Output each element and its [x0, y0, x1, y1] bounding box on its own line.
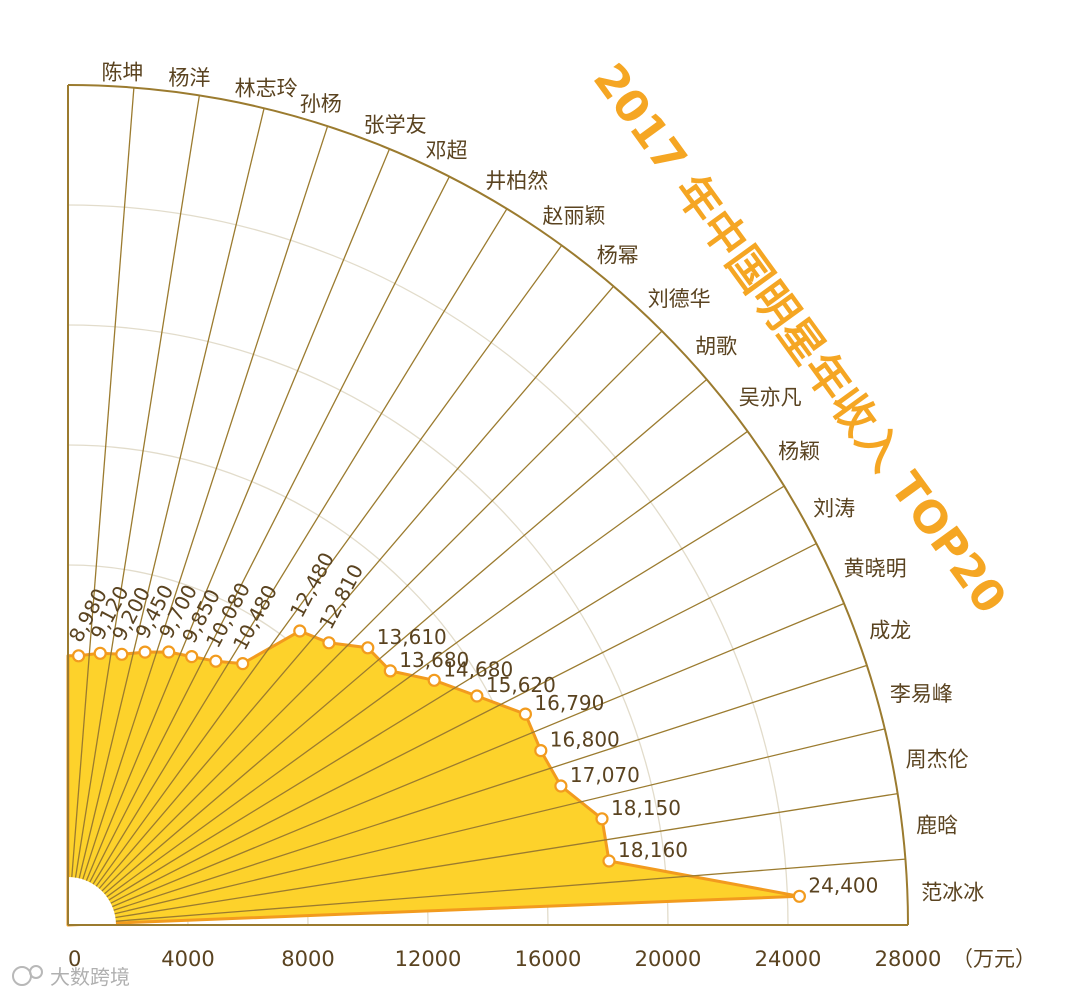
tick-label: 12000	[395, 947, 462, 971]
category-label: 鹿晗	[916, 814, 958, 838]
data-point	[138, 645, 152, 659]
data-point	[534, 743, 548, 758]
category-label: 林志玲	[235, 76, 298, 100]
sector-spoke	[110, 543, 817, 904]
sector-spoke	[71, 87, 135, 878]
tick-label: 4000	[161, 947, 214, 971]
data-point	[595, 812, 609, 826]
value-label: 18,150	[611, 796, 681, 820]
value-label: 24,400	[808, 873, 878, 897]
sector-spoke	[85, 148, 391, 881]
value-label: 15,620	[486, 673, 556, 697]
category-label: 成龙	[869, 618, 911, 642]
data-point	[162, 645, 176, 659]
data-point	[322, 636, 336, 650]
value-label: 14,680	[443, 657, 513, 681]
data-point	[470, 689, 484, 703]
sector-spoke	[112, 602, 845, 908]
value-label: 16,800	[550, 728, 620, 752]
tick-label: 20000	[635, 947, 702, 971]
unit-label: （万元）	[952, 947, 1036, 971]
data-point	[185, 649, 199, 664]
tick-label: 24000	[755, 947, 822, 971]
data-point	[293, 624, 307, 638]
data-point	[602, 854, 616, 868]
category-label: 黄晓明	[844, 557, 907, 581]
sector-spoke	[78, 108, 265, 879]
category-label: 孙杨	[300, 92, 342, 116]
sector-spoke	[113, 664, 868, 911]
category-label: 杨颖	[778, 440, 820, 464]
category-label: 邓超	[426, 138, 468, 162]
category-labels: 陈坤 杨洋 林志玲孙杨张学友邓超井柏然赵丽颖杨幂刘德华胡歌吴亦凡杨颖刘涛黄晓明成龙李…	[102, 61, 985, 905]
axis-lines	[67, 84, 909, 926]
sector-spoke	[114, 728, 885, 915]
sector-spoke	[98, 285, 614, 889]
sector-spoke	[74, 95, 201, 878]
category-label: 吴亦凡	[739, 385, 802, 409]
center-hole	[68, 877, 116, 925]
category-label: 杨幂	[597, 243, 639, 267]
radial-tick-labels: 0 4000 8000 12000 16000 20000 24000 28000	[68, 947, 941, 971]
data-point	[518, 707, 533, 721]
sector-spoke	[104, 379, 708, 895]
tick-label: 0	[68, 947, 81, 971]
value-label: 18,160	[618, 838, 688, 862]
data-point	[93, 646, 107, 660]
watermark: 大数跨境	[12, 965, 130, 989]
category-label: 刘涛	[813, 497, 855, 521]
chart-title: 2017 年中国明星年收入 TOP20	[583, 54, 1016, 623]
data-point	[236, 656, 250, 671]
category-label: 杨洋	[168, 66, 210, 90]
category-label: 张学友	[364, 113, 427, 137]
value-label: 13,680	[399, 648, 469, 672]
sector-spoke	[101, 330, 663, 892]
category-label: 范冰冰	[921, 881, 984, 905]
category-label: 刘德华	[648, 287, 711, 311]
tick-label: 28000	[875, 947, 942, 971]
sector-spoke	[92, 208, 508, 885]
data-point	[554, 779, 568, 793]
data-point	[209, 654, 223, 668]
category-label: 赵丽颖	[543, 204, 606, 228]
category-label: 李易峰	[890, 682, 953, 706]
sector-spoke	[95, 245, 563, 887]
data-point	[427, 673, 441, 687]
sector-spoke	[82, 125, 329, 880]
sector-spoke	[106, 430, 748, 898]
data-point	[71, 649, 86, 663]
data-point	[383, 664, 397, 678]
category-label: 胡歌	[695, 334, 737, 358]
value-label: 17,070	[570, 763, 640, 787]
category-label: 周杰伦	[906, 747, 969, 771]
value-label: 13,610	[377, 625, 447, 649]
value-labels: 8,9809,1209,2009,4509,7009,85010,08010,4…	[64, 548, 879, 897]
tick-label: 16000	[515, 947, 582, 971]
tick-label: 8000	[281, 947, 334, 971]
category-label: 陈坤	[102, 61, 144, 85]
sector-spoke	[115, 858, 906, 922]
data-points	[71, 624, 807, 903]
sector-spoke	[115, 792, 898, 919]
data-point	[792, 889, 807, 903]
category-label: 井柏然	[485, 169, 548, 193]
watermark-text: 大数跨境	[50, 965, 130, 989]
value-label: 16,790	[534, 691, 604, 715]
sector-spoke	[108, 485, 785, 901]
data-point	[361, 641, 375, 655]
data-point	[115, 647, 129, 661]
watermark-logo-icon	[12, 965, 43, 986]
sector-spoke	[89, 176, 450, 883]
